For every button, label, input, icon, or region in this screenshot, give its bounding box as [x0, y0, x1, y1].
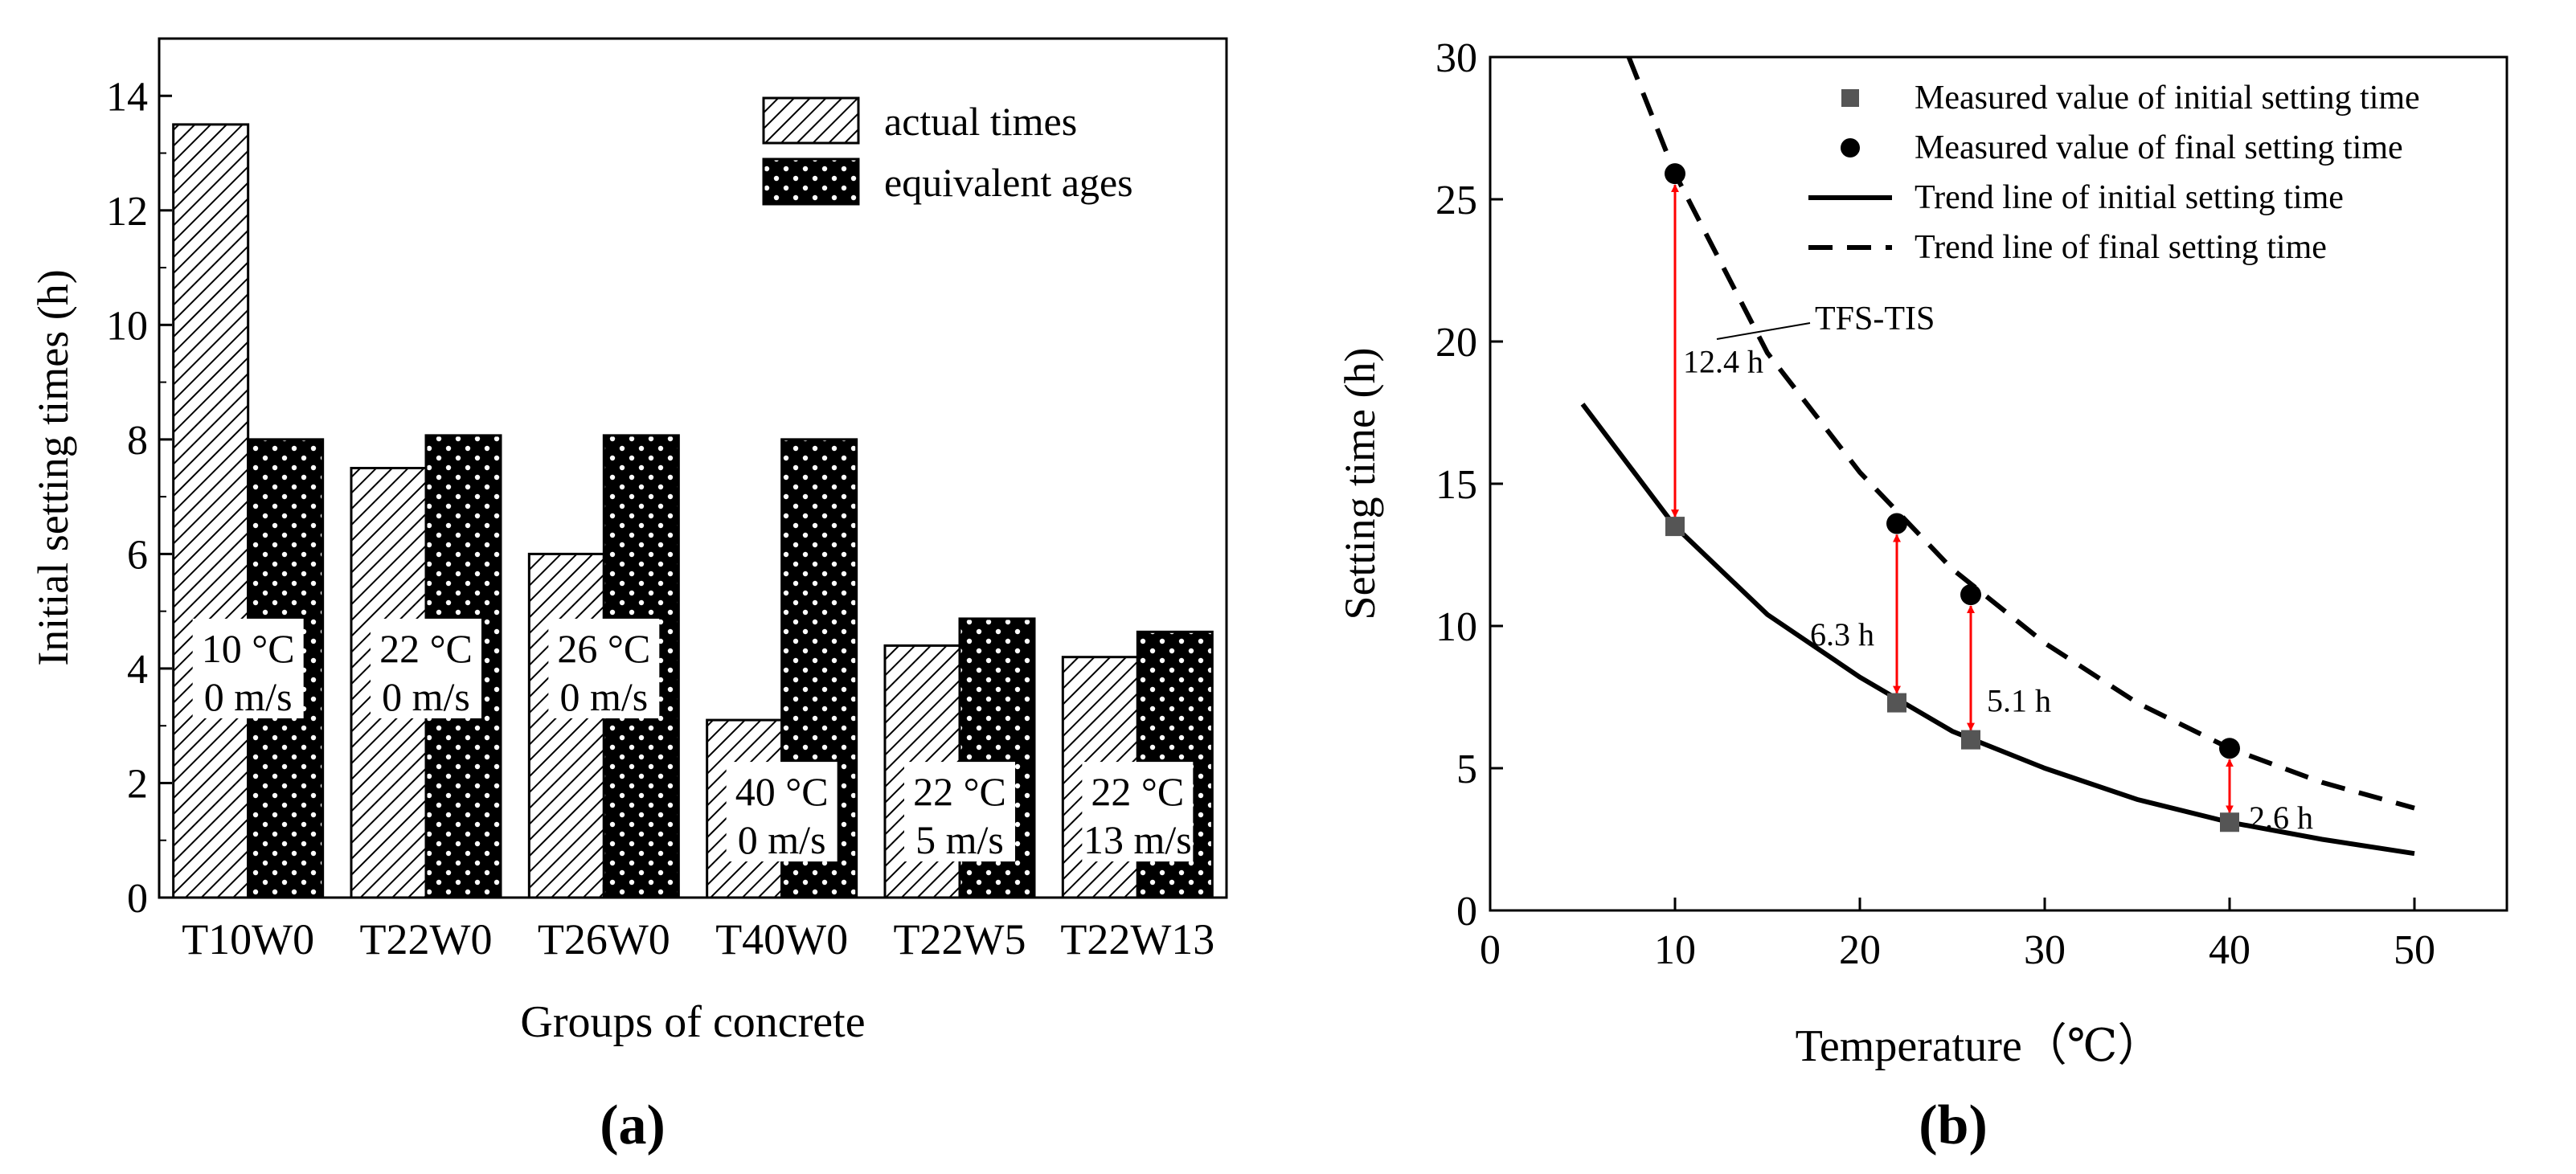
b-markers: [1665, 163, 2240, 832]
a-condition-box: [726, 762, 838, 862]
b-difference-arrows: 12.4 h 6.3 h 5.1 h 2.6 h: [1671, 184, 2313, 836]
b-final-marker: [1665, 163, 1685, 185]
b-annotation-leader-line: [1716, 322, 1811, 340]
a-xtick-label-T22W13: T22W13: [1060, 915, 1214, 963]
a-condition-labels: 10 °C0 m/s22 °C0 m/s26 °C0 m/s40 °C0 m/s…: [192, 618, 1194, 862]
a-condition-temp: 40 °C: [735, 769, 829, 814]
a-condition-temp: 22 °C: [1091, 769, 1184, 814]
a-condition-wind: 0 m/s: [559, 674, 648, 719]
b-ytick-label: 30: [1435, 35, 1477, 81]
panel-b-label: (b): [1919, 1094, 1988, 1156]
a-bar-actual-T26W0: [527, 552, 605, 899]
b-legend-circle-marker: [1841, 138, 1860, 157]
b-y-axis-title: Setting time (h): [1336, 348, 1384, 620]
a-y-axis: 0 2 4 6 8 10 12 14: [106, 74, 172, 922]
b-legend: Measured value of initial setting time M…: [1808, 80, 2420, 266]
b-xtick-label: 10: [1654, 927, 1696, 973]
b-difference-label: 12.4 h: [1683, 344, 1763, 380]
panel-b-scatter-chart: 0 5 10 15 20 25 30 0 10 20 30 40 50 12.4 h 6.3 h 5.1 …: [1336, 35, 2508, 1156]
b-legend-final-trend: Trend line of final setting time: [1915, 229, 2327, 266]
a-ytick-label: 12: [106, 189, 148, 235]
b-difference-label: 6.3 h: [1810, 616, 1874, 652]
a-ytick-label: 2: [127, 761, 148, 807]
b-final-marker: [1886, 513, 1907, 534]
b-y-axis: 0 5 10 15 20 25 30: [1435, 35, 1503, 935]
a-condition-temp: 22 °C: [379, 626, 473, 671]
a-condition-box: [1082, 762, 1194, 862]
panel-a-label: (a): [600, 1094, 666, 1156]
b-legend-initial-measured: Measured value of initial setting time: [1915, 80, 2420, 117]
b-final-marker: [1960, 584, 1981, 606]
a-xtick-label-T22W5: T22W5: [894, 915, 1026, 963]
a-legend-swatch-equivalent: [762, 157, 860, 206]
a-legend-swatch-actual: [762, 96, 860, 145]
b-x-axis-title: Temperature（℃）: [1796, 1021, 2163, 1071]
a-plot-frame: [158, 37, 1228, 899]
a-ytick-label: 8: [127, 418, 148, 464]
b-trend-line-initial: [1580, 403, 2415, 857]
b-legend-final-measured: Measured value of final setting time: [1915, 129, 2403, 166]
b-initial-marker: [1665, 517, 1685, 537]
a-condition-box: [548, 618, 660, 718]
a-ytick-label: 6: [127, 532, 148, 578]
a-condition-wind: 0 m/s: [382, 674, 470, 719]
b-trend-line-final: [1626, 55, 2415, 811]
b-annotation-text: TFS-TIS: [1815, 301, 1935, 337]
a-y-axis-title: Initial setting times (h): [29, 269, 77, 665]
a-bar-actual-T10W0: [172, 123, 250, 899]
a-bars: [172, 123, 1214, 899]
a-ytick-label: 14: [106, 74, 148, 120]
b-difference-label: 2.6 h: [2249, 800, 2313, 836]
a-condition-temp: 10 °C: [202, 626, 295, 671]
a-xtick-label-T40W0: T40W0: [715, 915, 848, 963]
b-xtick-label: 50: [2394, 927, 2435, 973]
b-trend-lines: [1580, 55, 2415, 857]
a-legend: actual times equivalent ages: [762, 96, 1133, 206]
a-legend-equivalent-label: equivalent ages: [884, 160, 1133, 205]
panel-a-bar-chart: 10 °C0 m/s22 °C0 m/s26 °C0 m/s40 °C0 m/s…: [29, 37, 1228, 1156]
b-xtick-label: 20: [1839, 927, 1881, 973]
a-condition-box: [192, 618, 304, 718]
b-ytick-label: 25: [1435, 178, 1477, 223]
b-ytick-label: 0: [1456, 889, 1477, 935]
b-ytick-label: 15: [1435, 462, 1477, 508]
a-xtick-label-T26W0: T26W0: [538, 915, 670, 963]
b-ytick-label: 10: [1435, 604, 1477, 650]
b-legend-initial-trend: Trend line of initial setting time: [1915, 179, 2344, 216]
a-condition-box: [371, 618, 481, 718]
b-difference-label: 5.1 h: [1987, 682, 2051, 718]
a-condition-wind: 0 m/s: [738, 817, 826, 862]
a-xtick-label-T22W0: T22W0: [360, 915, 493, 963]
a-x-axis-title: Groups of concrete: [520, 997, 865, 1047]
b-x-axis: 0 10 20 30 40 50: [1480, 898, 2435, 973]
a-ytick-label: 10: [106, 303, 148, 349]
b-ytick-label: 20: [1435, 320, 1477, 366]
a-condition-wind: 5 m/s: [915, 817, 1004, 862]
b-initial-marker: [1961, 730, 1980, 750]
b-final-marker: [2219, 738, 2240, 759]
a-ytick-label: 0: [127, 876, 148, 922]
a-condition-wind: 13 m/s: [1083, 817, 1192, 862]
b-initial-marker: [2220, 812, 2239, 832]
b-xtick-label: 40: [2209, 927, 2250, 973]
a-ytick-label: 4: [127, 647, 148, 693]
b-ytick-label: 5: [1456, 747, 1477, 792]
a-condition-wind: 0 m/s: [204, 674, 293, 719]
a-condition-box: [904, 762, 1015, 862]
b-xtick-label: 30: [2024, 927, 2066, 973]
a-xtick-label-T10W0: T10W0: [182, 915, 314, 963]
a-condition-temp: 26 °C: [557, 626, 650, 671]
b-initial-marker: [1887, 693, 1906, 713]
a-condition-temp: 22 °C: [913, 769, 1006, 814]
a-legend-actual-label: actual times: [884, 99, 1077, 144]
b-xtick-label: 0: [1480, 927, 1501, 973]
b-tfs-tis-annotation: TFS-TIS: [1716, 301, 1935, 340]
a-x-axis: T10W0 T22W0 T26W0 T40W0 T22W5 T22W13: [182, 885, 1214, 963]
b-legend-square-marker: [1841, 89, 1859, 107]
